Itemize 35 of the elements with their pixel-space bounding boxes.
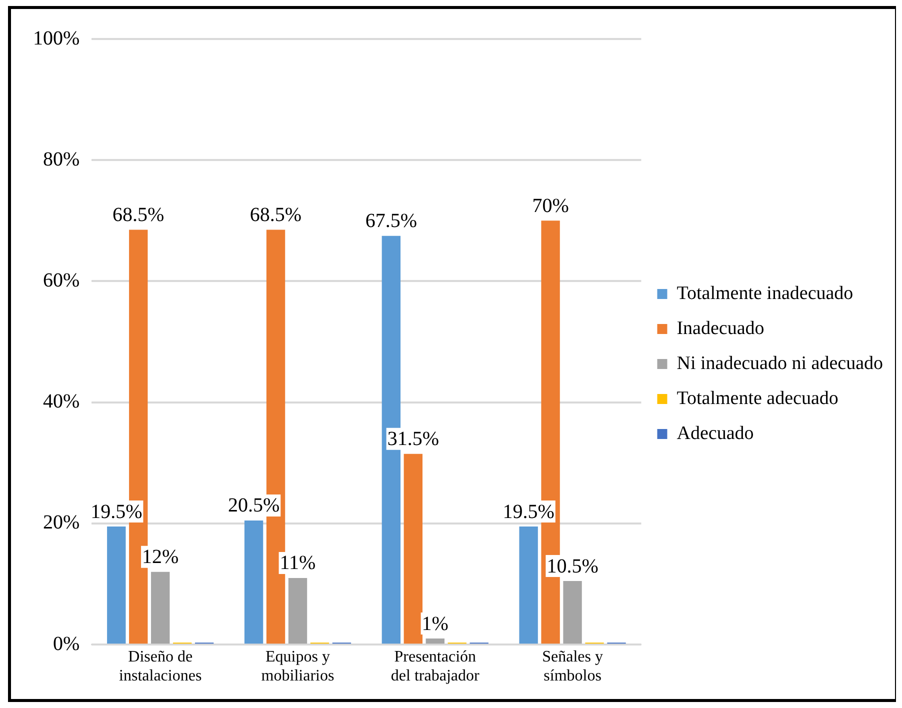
bar bbox=[404, 454, 422, 644]
data-label: 19.5% bbox=[90, 500, 142, 523]
bar bbox=[244, 520, 264, 644]
bar bbox=[519, 526, 538, 644]
data-label: 1% bbox=[422, 612, 448, 635]
data-label: 10.5% bbox=[546, 555, 598, 578]
bar bbox=[426, 638, 444, 644]
legend-label: Ni inadecuado ni adecuado bbox=[676, 352, 884, 374]
y-tick-label: 20% bbox=[42, 512, 80, 534]
y-tick-label: 40% bbox=[42, 390, 80, 413]
y-tick-label: 100% bbox=[32, 27, 80, 50]
legend-label: Adecuado bbox=[676, 422, 754, 444]
data-label: 20.5% bbox=[228, 494, 280, 517]
y-tick-label: 80% bbox=[42, 148, 80, 170]
data-label: 68.5% bbox=[112, 204, 164, 226]
legend-label: Totalmente adecuado bbox=[676, 388, 838, 409]
data-label: 67.5% bbox=[365, 210, 418, 232]
x-tick-label: Señales y símbolos bbox=[542, 648, 603, 685]
data-label: 70% bbox=[532, 194, 569, 217]
data-label: 12% bbox=[142, 546, 179, 568]
bar bbox=[288, 578, 308, 644]
data-label: 68.5% bbox=[250, 204, 302, 226]
x-tick-label: Equipos y mobiliarios bbox=[261, 648, 334, 685]
x-tick-label: Presentación del trabajador bbox=[390, 648, 480, 685]
y-tick-label: 0% bbox=[52, 632, 80, 655]
legend-label: Totalmente inadecuado bbox=[676, 282, 854, 304]
bar bbox=[151, 572, 170, 644]
data-label: 19.5% bbox=[502, 500, 554, 523]
bar bbox=[563, 581, 582, 644]
data-label: 31.5% bbox=[387, 428, 439, 450]
x-tick-label: Diseño de instalaciones bbox=[119, 648, 202, 685]
data-label: 11% bbox=[280, 552, 316, 574]
bar bbox=[107, 526, 126, 644]
y-tick-label: 60% bbox=[42, 269, 80, 292]
legend-label: Inadecuado bbox=[676, 318, 764, 339]
